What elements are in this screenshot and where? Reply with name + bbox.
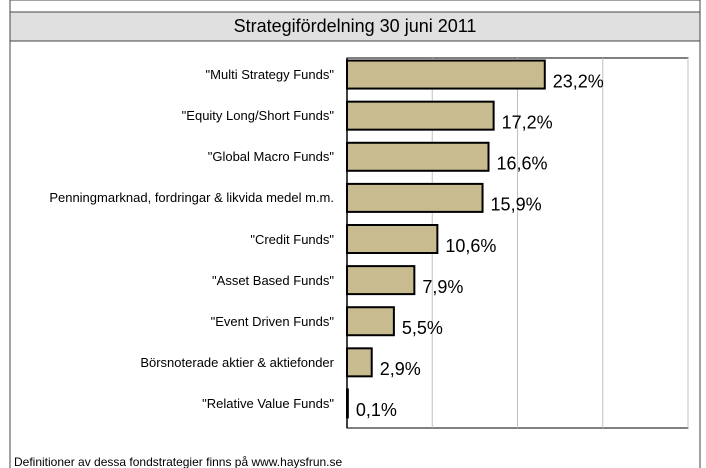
y-tick-label: "Multi Strategy Funds" bbox=[4, 67, 334, 82]
bar bbox=[346, 59, 546, 90]
bar bbox=[346, 100, 495, 131]
y-tick-text: "Asset Based Funds" bbox=[212, 272, 334, 288]
value-label: 17,2% bbox=[502, 112, 553, 132]
y-tick-label: "Asset Based Funds" bbox=[4, 273, 334, 288]
value-label: 23,2% bbox=[553, 71, 604, 91]
y-tick-text: "Multi Strategy Funds" bbox=[205, 67, 334, 83]
y-tick-text: Penningmarknad, fordringar & likvida med… bbox=[49, 190, 334, 206]
y-tick-text: "Global Macro Funds" bbox=[207, 149, 334, 165]
y-tick-label: "Relative Value Funds" bbox=[4, 396, 334, 411]
value-label: 0,1% bbox=[356, 400, 397, 420]
y-tick-label: Penningmarknad, fordringar & likvida med… bbox=[4, 190, 334, 205]
title-band bbox=[9, 11, 701, 42]
footnote: Definitioner av dessa fondstrategier fin… bbox=[14, 455, 343, 468]
y-tick-label: "Credit Funds" bbox=[4, 232, 334, 247]
y-tick-text: "Relative Value Funds" bbox=[202, 395, 334, 411]
bar bbox=[346, 141, 490, 172]
y-tick-label: Börsnoterade aktier & aktiefonder bbox=[4, 355, 334, 370]
bar bbox=[346, 347, 373, 378]
value-label: 7,9% bbox=[422, 277, 463, 297]
chart-title: Strategifördelning 30 juni 2011 bbox=[234, 16, 477, 36]
bar bbox=[346, 306, 395, 337]
bar bbox=[346, 388, 349, 419]
bar bbox=[346, 182, 484, 213]
value-label: 2,9% bbox=[380, 359, 421, 379]
bar bbox=[346, 265, 416, 296]
value-label: 15,9% bbox=[491, 195, 542, 215]
y-tick-text: Börsnoterade aktier & aktiefonder bbox=[140, 354, 334, 370]
y-tick-text: "Equity Long/Short Funds" bbox=[181, 108, 334, 124]
value-label: 16,6% bbox=[497, 154, 548, 174]
bar bbox=[346, 224, 439, 254]
y-tick-label: "Equity Long/Short Funds" bbox=[4, 108, 334, 123]
y-tick-text: "Event Driven Funds" bbox=[210, 313, 334, 329]
y-tick-text: "Credit Funds" bbox=[250, 231, 334, 247]
value-label: 10,6% bbox=[445, 236, 496, 256]
y-tick-label: "Global Macro Funds" bbox=[4, 149, 334, 164]
y-tick-label: "Event Driven Funds" bbox=[4, 314, 334, 329]
value-label: 5,5% bbox=[402, 318, 443, 338]
